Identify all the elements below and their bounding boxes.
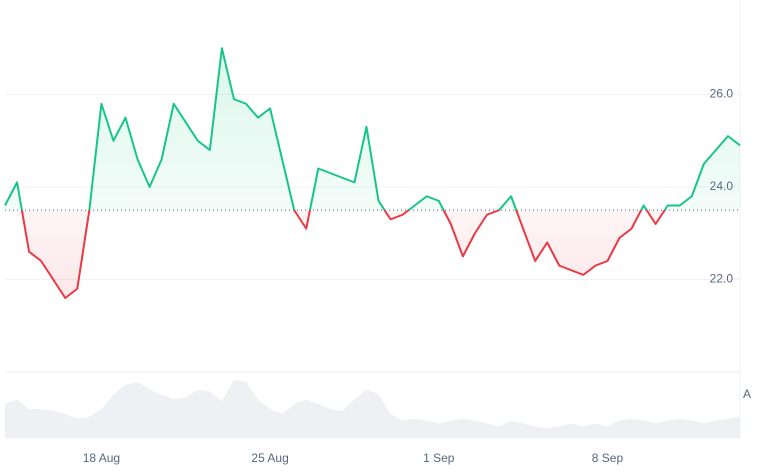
y-tick-label: 26.0 bbox=[710, 87, 734, 101]
x-tick-label: 25 Aug bbox=[251, 451, 288, 465]
y-tick-label: 22.0 bbox=[710, 272, 734, 286]
price-line bbox=[4, 47, 741, 299]
volume-area bbox=[5, 380, 740, 438]
annotation: A bbox=[743, 387, 751, 401]
x-tick-label: 18 Aug bbox=[83, 451, 120, 465]
x-tick-label: 8 Sep bbox=[592, 451, 624, 465]
x-tick-label: 1 Sep bbox=[423, 451, 455, 465]
area-fill bbox=[5, 48, 740, 298]
